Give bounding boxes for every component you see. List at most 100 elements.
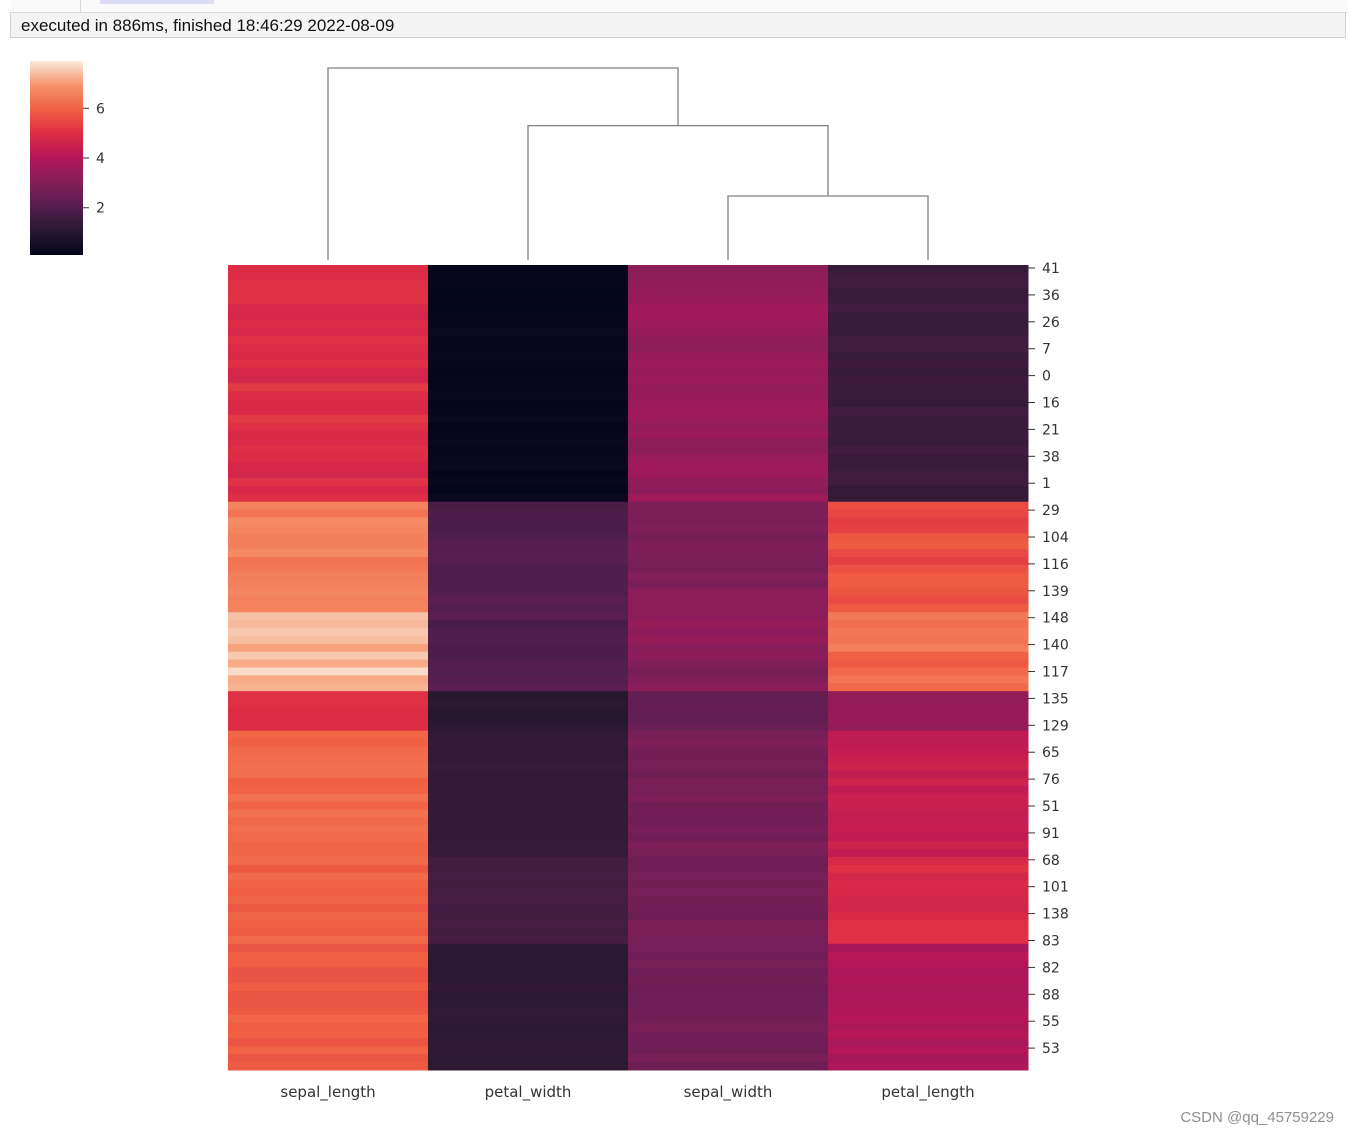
heatmap-cell bbox=[228, 943, 429, 953]
heatmap-cell bbox=[228, 817, 429, 826]
heatmap-cell bbox=[828, 975, 1029, 984]
heatmap-cell bbox=[228, 430, 429, 440]
heatmap-cell bbox=[828, 304, 1029, 313]
heatmap-cell bbox=[828, 328, 1029, 337]
heatmap-cell bbox=[428, 383, 629, 392]
heatmap-cell bbox=[228, 651, 429, 661]
heatmap-cell bbox=[428, 817, 629, 826]
heatmap-cell bbox=[628, 414, 829, 424]
heatmap-cell bbox=[628, 959, 829, 968]
colorbar-tick-label: 2 bbox=[96, 201, 105, 217]
colorbar: 2 4 6 bbox=[30, 61, 105, 255]
heatmap-cell bbox=[628, 454, 829, 463]
heatmap-cell bbox=[228, 896, 429, 905]
heatmap-cell bbox=[428, 549, 629, 558]
heatmap-cell bbox=[828, 872, 1029, 882]
heatmap-cell bbox=[828, 470, 1029, 479]
heatmap-cell bbox=[428, 777, 629, 787]
heatmap-cell bbox=[228, 667, 429, 676]
heatmap-cell bbox=[828, 643, 1029, 653]
heatmap-cell bbox=[628, 1054, 829, 1063]
row-tick-label: 51 bbox=[1042, 799, 1060, 815]
row-tick-label: 104 bbox=[1042, 530, 1069, 546]
heatmap-cell bbox=[828, 888, 1029, 897]
heatmap-cell bbox=[628, 841, 829, 850]
heatmap-cell bbox=[428, 296, 629, 305]
row-tick-label: 7 bbox=[1042, 342, 1051, 358]
heatmap-cell bbox=[828, 833, 1029, 842]
heatmap-cell bbox=[828, 762, 1029, 771]
heatmap-cell bbox=[228, 643, 429, 653]
heatmap-cell bbox=[428, 659, 629, 668]
heatmap-cell bbox=[428, 912, 629, 921]
row-tick-label: 91 bbox=[1042, 826, 1060, 842]
heatmap-cell bbox=[428, 896, 629, 905]
heatmap-cell bbox=[828, 265, 1029, 274]
heatmap-cell bbox=[628, 549, 829, 558]
heatmap-cell bbox=[228, 328, 429, 337]
heatmap-cell bbox=[828, 501, 1029, 511]
column-tick-label: petal_length bbox=[881, 1083, 974, 1102]
heatmap-cell bbox=[628, 533, 829, 542]
heatmap-cell bbox=[628, 391, 829, 400]
heatmap-cell bbox=[428, 407, 629, 416]
heatmap-cell bbox=[828, 446, 1029, 455]
heatmap-cell bbox=[828, 825, 1029, 834]
heatmap-cell bbox=[428, 1046, 629, 1055]
heatmap-cell bbox=[628, 501, 829, 511]
heatmap-cell bbox=[628, 975, 829, 984]
column-tick-label: sepal_width bbox=[684, 1083, 773, 1102]
heatmap-cell bbox=[628, 1046, 829, 1055]
heatmap-cell bbox=[228, 438, 429, 448]
heatmap-cell bbox=[428, 454, 629, 463]
heatmap-cell bbox=[228, 864, 429, 874]
dendrogram-link bbox=[527, 124, 829, 260]
heatmap-cell bbox=[628, 557, 829, 566]
heatmap-cell bbox=[428, 809, 629, 818]
heatmap-cell bbox=[228, 1062, 429, 1071]
heatmap-cell bbox=[828, 912, 1029, 921]
heatmap-cell bbox=[628, 1022, 829, 1032]
heatmap-cell bbox=[628, 896, 829, 905]
heatmap-cell bbox=[828, 991, 1029, 1000]
heatmap-cell bbox=[828, 541, 1029, 550]
heatmap-cell bbox=[228, 446, 429, 455]
heatmap-cell bbox=[828, 675, 1029, 684]
heatmap-cell bbox=[228, 746, 429, 755]
heatmap-cell bbox=[628, 1062, 829, 1071]
column-tick-label: sepal_length bbox=[280, 1083, 375, 1102]
heatmap-cell bbox=[228, 683, 429, 692]
heatmap-cell bbox=[428, 493, 629, 503]
row-tick-label: 135 bbox=[1042, 691, 1069, 707]
heatmap-cell bbox=[828, 1046, 1029, 1055]
heatmap-cell bbox=[228, 1030, 429, 1039]
heatmap-cell bbox=[428, 998, 629, 1008]
heatmap-cell bbox=[428, 935, 629, 945]
row-tick-label: 76 bbox=[1042, 772, 1060, 788]
heatmap-cell bbox=[828, 935, 1029, 945]
heatmap-cell bbox=[828, 927, 1029, 937]
heatmap-cell bbox=[228, 288, 429, 298]
csdn-watermark: CSDN @qq_45759229 bbox=[1180, 1109, 1334, 1126]
heatmap-cell bbox=[228, 1038, 429, 1047]
heatmap-cell bbox=[228, 320, 429, 329]
heatmap-cell bbox=[428, 525, 629, 534]
heatmap-cell bbox=[228, 849, 429, 858]
heatmap-cell bbox=[228, 351, 429, 361]
heatmap-cell bbox=[428, 1030, 629, 1039]
heatmap-cell bbox=[228, 312, 429, 321]
row-tick-label: 101 bbox=[1042, 880, 1069, 896]
heatmap-cell bbox=[828, 1006, 1029, 1016]
heatmap-cell bbox=[628, 1038, 829, 1047]
heatmap-cell bbox=[228, 730, 429, 740]
heatmap-cell bbox=[628, 880, 829, 889]
heatmap-cell bbox=[828, 336, 1029, 345]
heatmap-cell bbox=[428, 683, 629, 692]
heatmap-cell bbox=[428, 1014, 629, 1024]
heatmap-cell bbox=[628, 265, 829, 274]
heatmap-cell bbox=[828, 683, 1029, 692]
heatmap-cell bbox=[428, 320, 629, 329]
heatmap-cell bbox=[228, 998, 429, 1008]
heatmap-cell bbox=[428, 351, 629, 361]
heatmap-cell bbox=[428, 746, 629, 755]
